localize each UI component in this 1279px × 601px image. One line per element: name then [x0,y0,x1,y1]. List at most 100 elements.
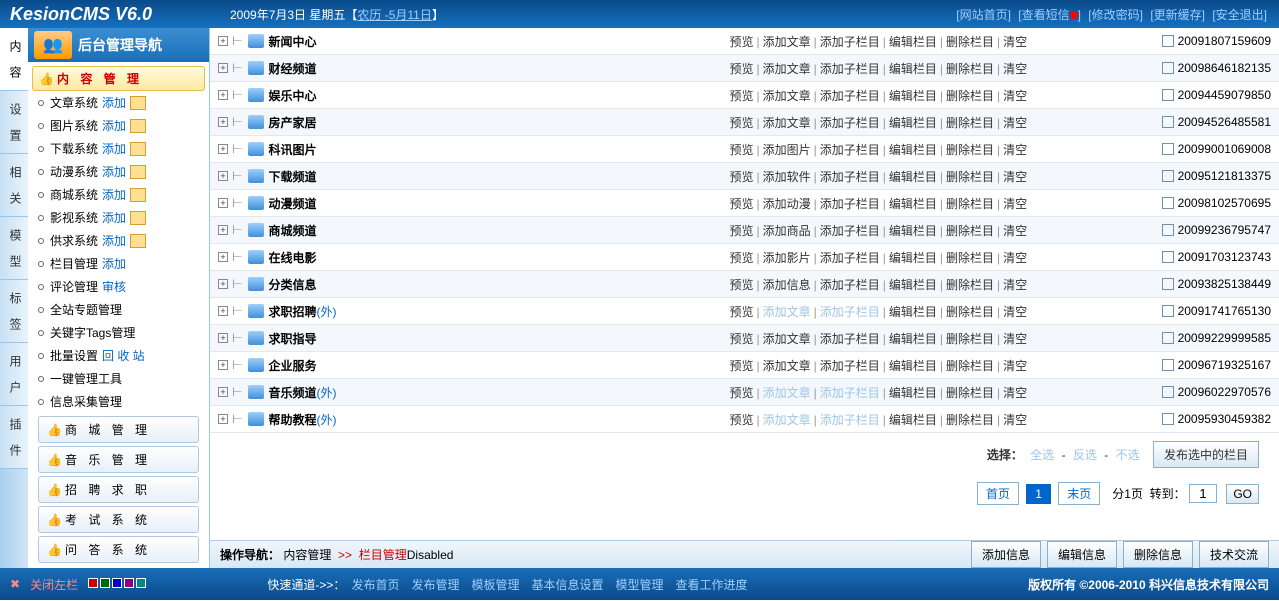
nav-item-0[interactable]: 文章系统添加 [32,91,205,114]
link-exit[interactable]: [安全退出] [1212,8,1267,22]
row-action[interactable]: 预览 [729,116,753,130]
row-action[interactable]: 添加子栏目 [820,197,880,211]
row-action[interactable]: 添加子栏目 [820,89,880,103]
nav-item-add[interactable]: 添加 [102,209,126,226]
row-action[interactable]: 添加子栏目 [820,359,880,373]
row-action[interactable]: 删除栏目 [946,89,994,103]
row-action[interactable]: 删除栏目 [946,143,994,157]
row-action[interactable]: 删除栏目 [946,197,994,211]
vtab-1[interactable]: 设 置 [0,91,28,154]
nav-item-9[interactable]: 全站专题管理 [32,298,205,321]
row-action[interactable]: 添加子栏目 [820,413,880,427]
expand-icon[interactable]: + [218,171,228,181]
row-action[interactable]: 预览 [729,143,753,157]
expand-icon[interactable]: + [218,387,228,397]
row-action[interactable]: 添加信息 [763,278,811,292]
footer-link-2[interactable]: 模板管理 [471,578,519,592]
row-action[interactable]: 清空 [1003,116,1027,130]
checkbox[interactable] [1162,62,1174,74]
vtab-6[interactable]: 插 件 [0,406,28,469]
vtab-5[interactable]: 用 户 [0,343,28,406]
row-action[interactable]: 删除栏目 [946,332,994,346]
nav-item-2[interactable]: 下载系统添加 [32,137,205,160]
row-action[interactable]: 添加子栏目 [820,386,880,400]
row-action[interactable]: 清空 [1003,35,1027,49]
pen-icon[interactable] [130,142,146,156]
checkbox[interactable] [1162,224,1174,236]
row-action[interactable]: 清空 [1003,413,1027,427]
row-action[interactable]: 清空 [1003,224,1027,238]
nav-item-13[interactable]: 信息采集管理 [32,390,205,413]
checkbox[interactable] [1162,332,1174,344]
row-action[interactable]: 清空 [1003,359,1027,373]
row-action[interactable]: 编辑栏目 [889,197,937,211]
nav-item-add[interactable]: 添加 [102,94,126,111]
page-input[interactable] [1189,484,1217,503]
row-action[interactable]: 删除栏目 [946,170,994,184]
checkbox[interactable] [1162,305,1174,317]
nav-btn-3[interactable]: 👍考 试 系 统 [38,506,199,533]
row-action[interactable]: 编辑栏目 [889,62,937,76]
select-none[interactable]: 不选 [1116,448,1140,462]
checkbox[interactable] [1162,278,1174,290]
expand-icon[interactable]: + [218,90,228,100]
nav-item-add[interactable]: 审核 [102,278,126,295]
row-action[interactable]: 添加子栏目 [820,143,880,157]
pen-icon[interactable] [130,188,146,202]
row-action[interactable]: 添加动漫 [763,197,811,211]
expand-icon[interactable]: + [218,279,228,289]
row-action[interactable]: 编辑栏目 [889,251,937,265]
row-action[interactable]: 添加文章 [763,332,811,346]
row-action[interactable]: 删除栏目 [946,305,994,319]
row-action[interactable]: 添加子栏目 [820,116,880,130]
row-action[interactable]: 添加商品 [763,224,811,238]
pen-icon[interactable] [130,234,146,248]
nav-item-12[interactable]: 一键管理工具 [32,367,205,390]
checkbox[interactable] [1162,89,1174,101]
vtab-4[interactable]: 标 签 [0,280,28,343]
row-action[interactable]: 编辑栏目 [889,413,937,427]
row-action[interactable]: 删除栏目 [946,62,994,76]
vtab-3[interactable]: 模 型 [0,217,28,280]
row-action[interactable]: 编辑栏目 [889,89,937,103]
edit-info-button[interactable]: 编辑信息 [1047,541,1117,568]
row-action[interactable]: 添加子栏目 [820,305,880,319]
publish-button[interactable]: 发布选中的栏目 [1153,441,1259,468]
expand-icon[interactable]: + [218,252,228,262]
select-all[interactable]: 全选 [1030,448,1054,462]
row-action[interactable]: 清空 [1003,197,1027,211]
row-action[interactable]: 删除栏目 [946,278,994,292]
expand-icon[interactable]: + [218,414,228,424]
row-action[interactable]: 清空 [1003,386,1027,400]
vtab-2[interactable]: 相 关 [0,154,28,217]
page-first[interactable]: 首页 [977,482,1019,505]
nav-item-3[interactable]: 动漫系统添加 [32,160,205,183]
nav-item-10[interactable]: 关键字Tags管理 [32,321,205,344]
checkbox[interactable] [1162,170,1174,182]
row-action[interactable]: 删除栏目 [946,413,994,427]
row-action[interactable]: 编辑栏目 [889,359,937,373]
row-action[interactable]: 清空 [1003,143,1027,157]
row-action[interactable]: 编辑栏目 [889,305,937,319]
row-action[interactable]: 添加子栏目 [820,278,880,292]
nav-item-8[interactable]: 评论管理审核 [32,275,205,298]
row-action[interactable]: 编辑栏目 [889,332,937,346]
row-action[interactable]: 预览 [729,224,753,238]
row-action[interactable]: 预览 [729,278,753,292]
nav-item-5[interactable]: 影视系统添加 [32,206,205,229]
add-info-button[interactable]: 添加信息 [971,541,1041,568]
row-action[interactable]: 添加文章 [763,305,811,319]
checkbox[interactable] [1162,116,1174,128]
nav-btn-4[interactable]: 👍问 答 系 统 [38,536,199,563]
row-action[interactable]: 清空 [1003,170,1027,184]
checkbox[interactable] [1162,143,1174,155]
page-last[interactable]: 末页 [1058,482,1100,505]
row-action[interactable]: 添加影片 [763,251,811,265]
nav-item-add[interactable]: 回 收 站 [102,347,145,364]
row-action[interactable]: 预览 [729,359,753,373]
row-action[interactable]: 预览 [729,89,753,103]
select-inv[interactable]: 反选 [1073,448,1097,462]
nav-item-add[interactable]: 添加 [102,186,126,203]
nav-item-add[interactable]: 添加 [102,117,126,134]
row-action[interactable]: 预览 [729,413,753,427]
